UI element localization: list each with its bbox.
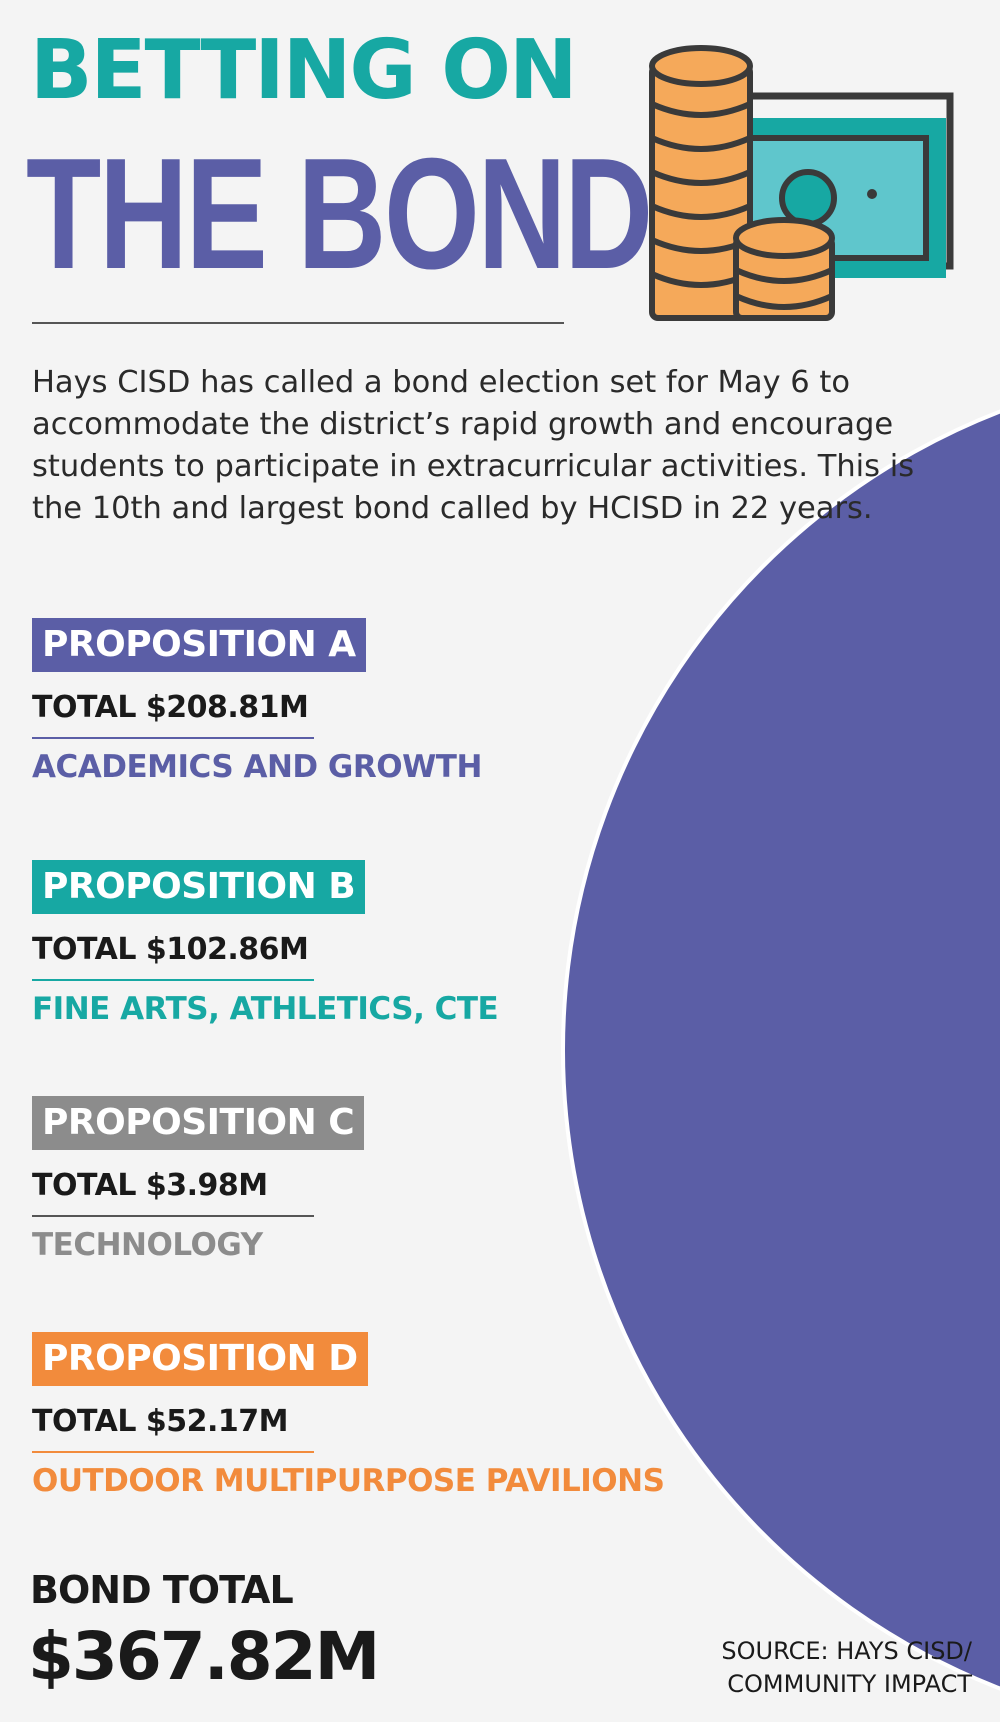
proposition-b-rule — [32, 979, 314, 981]
source-line-1: SOURCE: HAYS CISD/ — [721, 1637, 972, 1665]
proposition-d-category: OUTDOOR MULTIPURPOSE PAVILIONS — [32, 1463, 665, 1499]
proposition-a-badge: PROPOSITION A — [32, 618, 366, 672]
proposition-a: PROPOSITION A TOTAL $208.81M ACADEMICS A… — [32, 618, 482, 785]
proposition-b-badge: PROPOSITION B — [32, 860, 366, 914]
proposition-c-total: TOTAL $3.98M — [32, 1168, 268, 1203]
proposition-d-rule — [32, 1451, 314, 1453]
proposition-c: PROPOSITION C TOTAL $3.98M TECHNOLOGY — [32, 1096, 365, 1263]
proposition-d-badge: PROPOSITION D — [32, 1332, 368, 1386]
source-line-2: COMMUNITY IMPACT — [727, 1670, 972, 1698]
proposition-b-total: TOTAL $102.86M — [32, 932, 309, 967]
proposition-a-total: TOTAL $208.81M — [32, 690, 309, 725]
header-divider — [32, 322, 564, 324]
proposition-b: PROPOSITION B TOTAL $102.86M FINE ARTS, … — [32, 860, 499, 1027]
title-line-1: BETTING ON — [30, 23, 578, 118]
bond-total-value: $367.82M — [28, 1618, 380, 1695]
intro-paragraph: Hays CISD has called a bond election set… — [32, 365, 915, 526]
proposition-c-category: TECHNOLOGY — [32, 1227, 263, 1263]
proposition-b-category: FINE ARTS, ATHLETICS, CTE — [32, 991, 499, 1027]
proposition-a-category: ACADEMICS AND GROWTH — [32, 749, 482, 785]
coins-and-cash-icon — [649, 45, 954, 321]
proposition-a-rule — [32, 737, 314, 739]
bond-total-label: BOND TOTAL — [30, 1568, 294, 1612]
proposition-d-total: TOTAL $52.17M — [32, 1404, 289, 1439]
proposition-d: PROPOSITION D TOTAL $52.17M OUTDOOR MULT… — [32, 1332, 665, 1499]
proposition-c-badge: PROPOSITION C — [32, 1096, 365, 1150]
proposition-c-rule — [32, 1215, 314, 1217]
title-line-2: THE BOND — [26, 126, 653, 302]
source-credit: SOURCE: HAYS CISD/ COMMUNITY IMPACT — [721, 1635, 972, 1701]
pie-slice-proposition-a — [560, 409, 1000, 1691]
